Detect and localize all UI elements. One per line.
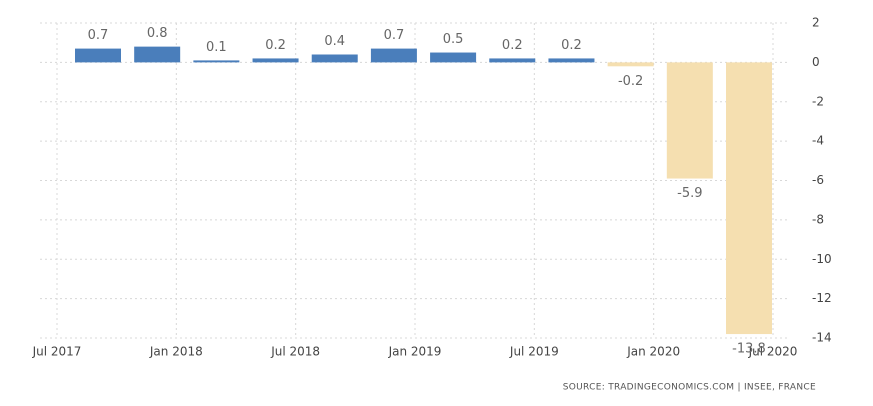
value-label: 0.5 xyxy=(443,32,464,47)
y-tick-label: -6 xyxy=(812,173,824,187)
bar xyxy=(489,58,536,63)
y-tick-label: -10 xyxy=(812,252,832,266)
x-tick-label: Jul 2017 xyxy=(32,345,82,359)
y-tick-label: -12 xyxy=(812,291,832,305)
bar xyxy=(548,58,595,63)
value-label: 0.4 xyxy=(324,34,345,49)
y-tick-label: 0 xyxy=(812,55,820,69)
x-tick-label: Jan 2020 xyxy=(626,345,680,359)
value-label: -0.2 xyxy=(618,74,643,89)
bar xyxy=(134,46,181,63)
bar xyxy=(370,48,417,63)
bar xyxy=(607,62,654,67)
value-label: 0.2 xyxy=(561,38,582,53)
value-label: -13.8 xyxy=(732,342,766,357)
x-tick-label: Jan 2019 xyxy=(388,345,442,359)
x-tick-label: Jul 2018 xyxy=(270,345,320,359)
bar xyxy=(430,52,477,63)
value-label: 0.7 xyxy=(384,28,405,43)
value-label: 0.2 xyxy=(265,38,286,53)
value-label: -5.9 xyxy=(677,186,702,201)
bar xyxy=(726,62,772,335)
value-label: 0.8 xyxy=(147,26,168,41)
y-tick-label: -2 xyxy=(812,94,824,108)
bar xyxy=(666,62,713,179)
y-tick-label: -4 xyxy=(812,134,824,148)
x-tick-label: Jul 2019 xyxy=(509,345,559,359)
value-label: 0.2 xyxy=(502,38,523,53)
bar xyxy=(193,60,240,63)
y-tick-label: 2 xyxy=(812,16,820,30)
x-tick-label: Jan 2018 xyxy=(149,345,203,359)
value-label: 0.7 xyxy=(88,28,109,43)
bar xyxy=(311,54,358,63)
y-tick-label: -14 xyxy=(812,331,832,345)
source-note: SOURCE: TRADINGECONOMICS.COM | INSEE, FR… xyxy=(563,383,816,393)
x-tick-label: Jul 2020 xyxy=(748,345,798,359)
value-label: 0.1 xyxy=(206,40,227,55)
y-tick-label: -8 xyxy=(812,212,824,226)
bar xyxy=(252,58,299,63)
bar xyxy=(75,48,121,63)
